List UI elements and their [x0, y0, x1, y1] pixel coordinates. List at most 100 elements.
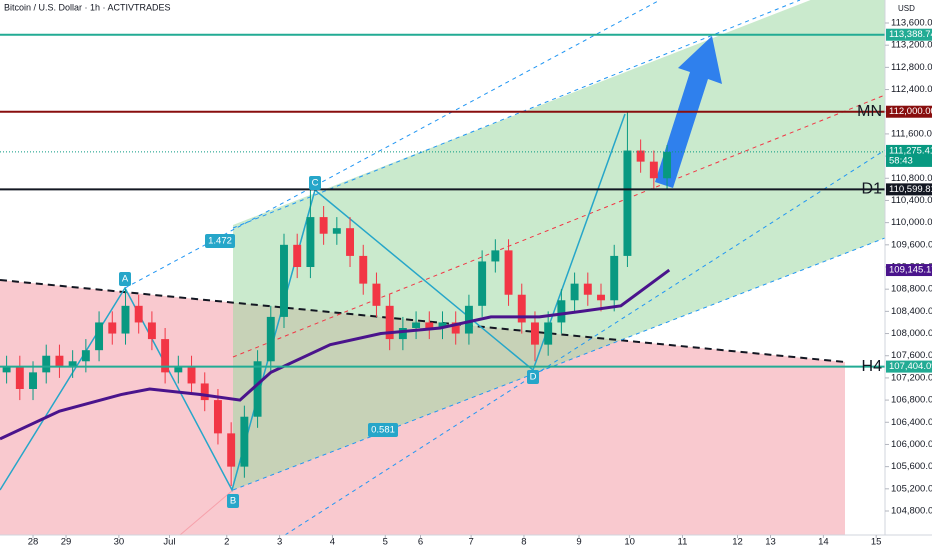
candle-body	[227, 433, 236, 467]
y-tick-label: 107,600.00	[891, 350, 932, 361]
moving-average	[0, 268, 671, 441]
fib-label: 0.581	[371, 425, 395, 436]
point-label: B	[230, 496, 236, 507]
countdown: 58:43	[889, 155, 913, 166]
candle-body	[610, 255, 619, 301]
trend-line	[0, 279, 846, 363]
axis-unit: USD	[898, 4, 915, 13]
y-tick-label: 113,600.00	[891, 18, 932, 29]
candle-body	[478, 261, 487, 306]
level-name: D1	[862, 181, 883, 198]
candle-body	[570, 283, 579, 301]
candle-body	[95, 322, 104, 351]
point-label: C	[312, 178, 319, 189]
y-tick-label: 108,400.00	[891, 306, 932, 317]
candle-body	[306, 217, 315, 267]
ma-tag-label: 109,145.17	[889, 265, 932, 276]
channel-mid	[232, 94, 885, 358]
x-tick-label: 15	[871, 537, 882, 548]
candle-body	[372, 283, 381, 306]
x-tick-label: 3	[277, 537, 282, 548]
fib-box	[368, 423, 398, 437]
candle-body	[663, 151, 672, 179]
candle-body	[385, 305, 394, 340]
point-box	[119, 272, 131, 286]
chart-title: Bitcoin / U.S. Dollar · 1h · ACTIVTRADES	[4, 2, 171, 12]
fib-label: 1.472	[208, 236, 232, 247]
level-tag	[886, 28, 932, 41]
candle-body	[280, 244, 288, 317]
candle-body	[359, 255, 368, 284]
x-tick-label: 8	[521, 537, 526, 548]
candle-body	[200, 383, 209, 401]
candle-body	[81, 350, 90, 362]
candle-body	[451, 322, 460, 334]
level-name: MN	[857, 103, 882, 120]
y-tick-label: 110,800.00	[891, 173, 932, 184]
candle-body	[42, 355, 51, 373]
y-tick-label: 108,000.00	[891, 328, 932, 339]
y-tick-label: 110,000.00	[891, 217, 932, 228]
level-tag-label: 107,404.09	[889, 361, 932, 372]
y-tick-label: 108,800.00	[891, 284, 932, 295]
candle-body	[438, 322, 447, 328]
x-tick-label: 5	[383, 537, 388, 548]
x-tick-label: 7	[468, 537, 473, 548]
x-tick-label: 28	[28, 537, 39, 548]
candle-body	[597, 294, 605, 301]
level-tag-label: 112,000.00	[889, 106, 932, 117]
point-box	[227, 494, 239, 508]
y-tick-label: 109,600.00	[891, 239, 932, 250]
candle-body	[240, 416, 249, 467]
point-label: D	[530, 372, 537, 383]
candle-body	[531, 322, 539, 345]
candle-body	[412, 322, 421, 328]
y-tick-label: 110,400.00	[891, 195, 932, 206]
candle-body	[425, 322, 434, 328]
channel-line	[284, 149, 885, 535]
point-box	[527, 370, 539, 384]
candle-body	[293, 244, 302, 267]
candle-body	[319, 217, 328, 234]
x-tick-label: 2	[224, 537, 229, 548]
x-tick-label: 4	[330, 537, 335, 548]
x-tick-label: 11	[678, 537, 688, 548]
candle-body	[253, 361, 262, 417]
x-tick-label: 30	[114, 537, 125, 548]
y-tick-label: 112,800.00	[891, 62, 932, 73]
x-tick-label: 6	[418, 537, 423, 548]
guide-line	[179, 489, 234, 535]
candle-body	[121, 305, 130, 334]
candle-body	[213, 400, 222, 434]
candle-body	[55, 355, 64, 367]
x-tick-label: 9	[576, 537, 581, 548]
candle-body	[636, 150, 645, 162]
candle-body	[29, 372, 37, 389]
y-tick-label: 104,800.00	[891, 506, 932, 517]
y-tick-label: 111,600.00	[891, 128, 932, 139]
x-tick-label: 29	[61, 537, 72, 548]
y-tick-label: 113,200.00	[891, 40, 932, 51]
candle-body	[15, 366, 24, 389]
candle-body	[583, 283, 592, 295]
fib-box	[205, 234, 235, 248]
level-tag	[886, 183, 932, 196]
candle-body	[464, 305, 473, 334]
candle-body	[68, 361, 77, 367]
point-label: A	[122, 274, 129, 285]
x-tick-label: 12	[732, 537, 743, 548]
level-tag	[886, 360, 932, 373]
x-tick-label: 10	[624, 537, 635, 548]
candle-body	[517, 294, 526, 323]
y-tick-label: 112,400.00	[891, 84, 932, 95]
y-tick-label: 105,600.00	[891, 461, 932, 472]
level-name: H4	[862, 358, 883, 375]
y-tick-label: 106,400.00	[891, 417, 932, 428]
channel-line	[124, 0, 661, 289]
candle-body	[174, 366, 183, 373]
y-tick-label: 106,000.00	[891, 439, 932, 450]
candle-body	[134, 305, 143, 323]
candle-body	[108, 322, 117, 334]
x-tick-label: 13	[765, 537, 776, 548]
candle-body	[161, 339, 170, 373]
